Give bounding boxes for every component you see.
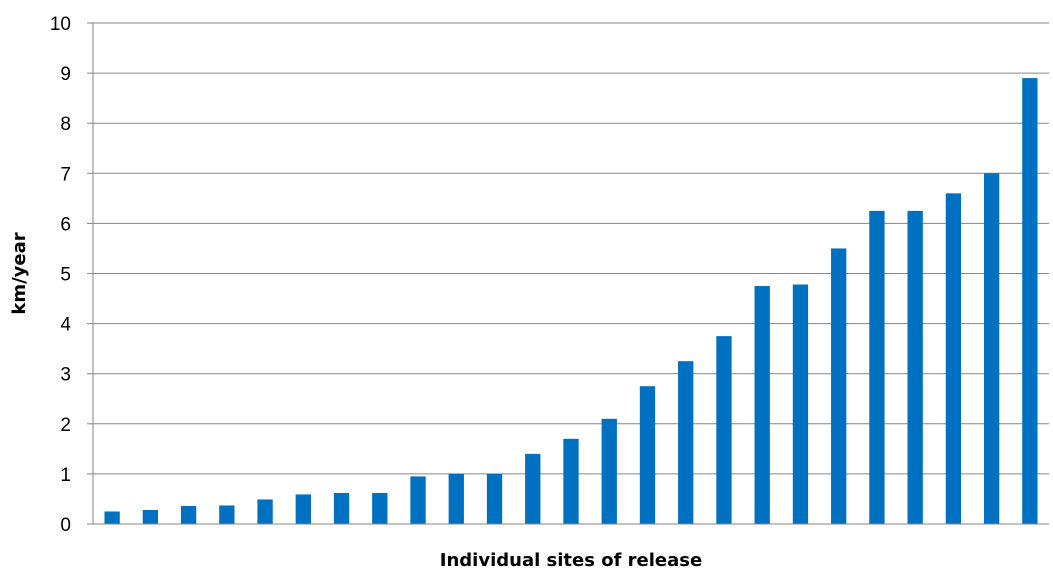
y-tick-label: 3 bbox=[60, 365, 71, 386]
bar bbox=[754, 286, 770, 524]
axes bbox=[87, 22, 1049, 525]
y-tick-label: 2 bbox=[60, 415, 71, 436]
bar bbox=[831, 248, 847, 524]
bars bbox=[104, 78, 1038, 525]
bar bbox=[563, 438, 579, 524]
bar bbox=[410, 476, 426, 524]
bar bbox=[219, 505, 235, 524]
bar bbox=[869, 210, 885, 524]
y-tick-label: 7 bbox=[60, 164, 71, 185]
y-tick-label: 10 bbox=[50, 14, 71, 35]
bar bbox=[448, 473, 464, 524]
bar bbox=[907, 210, 923, 524]
bar bbox=[372, 492, 388, 524]
bar bbox=[295, 494, 311, 524]
bar bbox=[945, 193, 962, 524]
bar bbox=[601, 418, 617, 524]
y-tick-label: 8 bbox=[60, 114, 71, 135]
y-tick-label: 4 bbox=[60, 315, 71, 336]
bar bbox=[983, 173, 1000, 525]
x-axis-title: Individual sites of release bbox=[440, 550, 702, 571]
bar bbox=[257, 499, 273, 524]
bar bbox=[180, 505, 197, 524]
y-tick-label: 1 bbox=[60, 465, 71, 486]
y-tick-label: 5 bbox=[60, 265, 71, 286]
bar bbox=[104, 511, 120, 524]
bar bbox=[678, 361, 694, 524]
y-tick-label: 6 bbox=[60, 214, 71, 235]
bar bbox=[639, 386, 656, 524]
y-tick-label: 9 bbox=[60, 64, 71, 85]
y-tick-labels: 0 1 2 3 4 5 6 7 8 9 10 bbox=[50, 14, 72, 536]
y-axis-title: km/year bbox=[9, 232, 30, 314]
bar bbox=[1022, 78, 1038, 525]
bar bbox=[486, 473, 503, 524]
bar bbox=[525, 453, 541, 524]
y-tick-label: 0 bbox=[60, 515, 71, 536]
bar bbox=[792, 284, 809, 524]
bar bbox=[333, 492, 350, 524]
bar bbox=[142, 509, 159, 524]
gridlines bbox=[93, 22, 1049, 475]
bar bbox=[716, 336, 732, 524]
